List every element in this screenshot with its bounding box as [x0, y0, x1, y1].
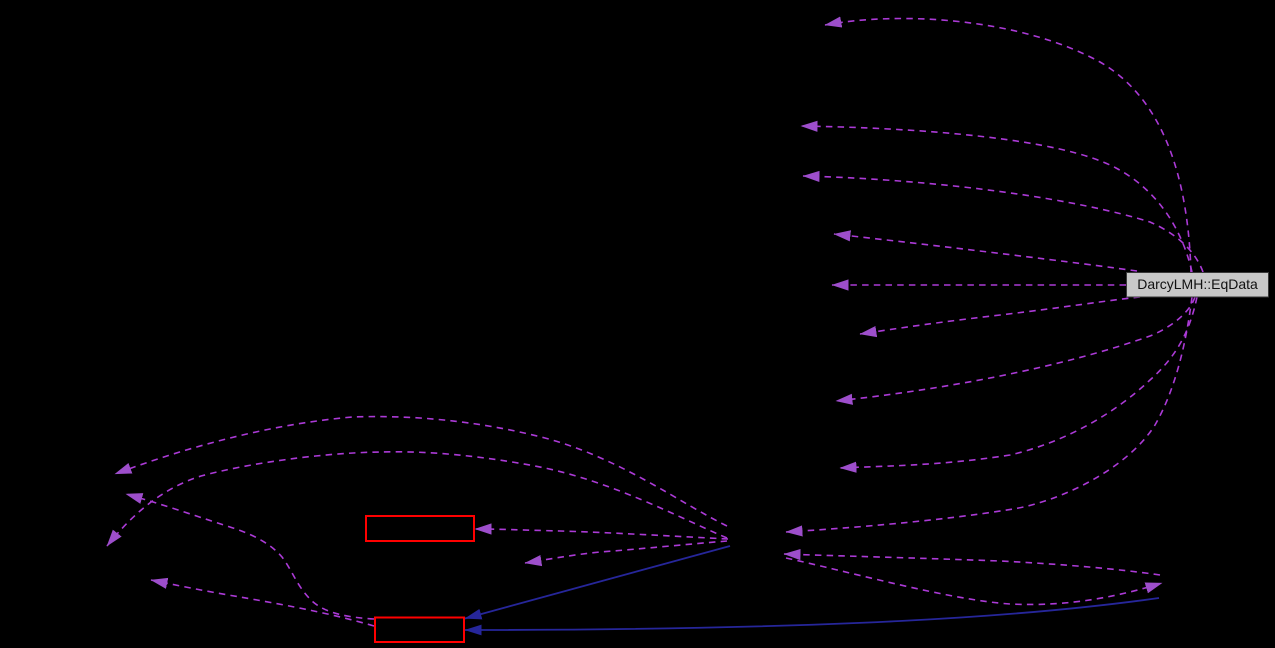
svg-text:DarcyLMH::EqData: DarcyLMH::EqData — [1137, 276, 1258, 292]
